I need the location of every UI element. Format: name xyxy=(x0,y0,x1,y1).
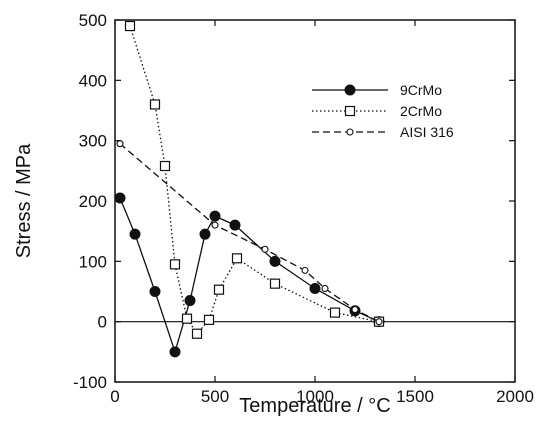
x-tick-label: 0 xyxy=(110,387,119,406)
y-tick-label: 100 xyxy=(79,252,107,271)
data-point xyxy=(309,282,321,294)
data-point xyxy=(184,295,196,307)
data-point xyxy=(149,99,161,110)
legend-label: AISI 316 xyxy=(400,124,454,140)
data-point xyxy=(375,318,383,326)
x-tick-label: 500 xyxy=(201,387,229,406)
legend-marker xyxy=(344,105,356,117)
series-line xyxy=(119,197,380,354)
y-tick-label: -100 xyxy=(73,373,107,392)
legend-label: 9CrMo xyxy=(400,82,442,98)
y-tick-label: 0 xyxy=(98,313,107,332)
data-point xyxy=(116,140,124,148)
data-point xyxy=(199,228,211,240)
legend: 9CrMo 2CrMo AISI 316 xyxy=(312,82,454,140)
data-point xyxy=(211,221,219,229)
data-point xyxy=(203,314,215,325)
data-point xyxy=(269,278,281,289)
data-point xyxy=(169,259,181,270)
series-9crmo xyxy=(114,192,385,358)
legend-label: 2CrMo xyxy=(400,103,442,119)
data-point xyxy=(269,255,281,267)
data-point xyxy=(181,313,193,324)
x-axis-title: Temperature / °C xyxy=(239,395,390,417)
y-tick-label: 200 xyxy=(79,192,107,211)
legend-marker xyxy=(346,128,354,136)
legend-marker xyxy=(344,84,356,96)
data-point xyxy=(213,284,225,295)
data-point xyxy=(329,307,341,318)
x-tick-label: 1000 xyxy=(296,387,334,406)
series-2crmo xyxy=(124,20,385,339)
data-point xyxy=(229,219,241,231)
data-point xyxy=(231,253,243,264)
data-point xyxy=(129,228,141,240)
series-line xyxy=(129,25,380,335)
x-tick-label: 2000 xyxy=(496,387,534,406)
data-point xyxy=(191,328,203,339)
data-point xyxy=(261,245,269,253)
data-point xyxy=(169,346,181,358)
data-point xyxy=(159,160,171,172)
plot-frame xyxy=(114,19,516,383)
data-point xyxy=(149,286,161,297)
data-point xyxy=(321,284,329,293)
data-point xyxy=(301,266,309,274)
y-axis-title: Stress / MPa xyxy=(13,143,35,258)
series-layer xyxy=(114,20,385,358)
data-point xyxy=(209,210,221,222)
series-aisi-316 xyxy=(116,140,383,326)
data-point xyxy=(351,306,359,314)
y-tick-label: 400 xyxy=(79,71,107,90)
data-point xyxy=(124,20,136,32)
x-tick-label: 1500 xyxy=(396,387,434,406)
y-tick-label: 300 xyxy=(79,132,107,151)
y-tick-label: 500 xyxy=(79,11,107,30)
